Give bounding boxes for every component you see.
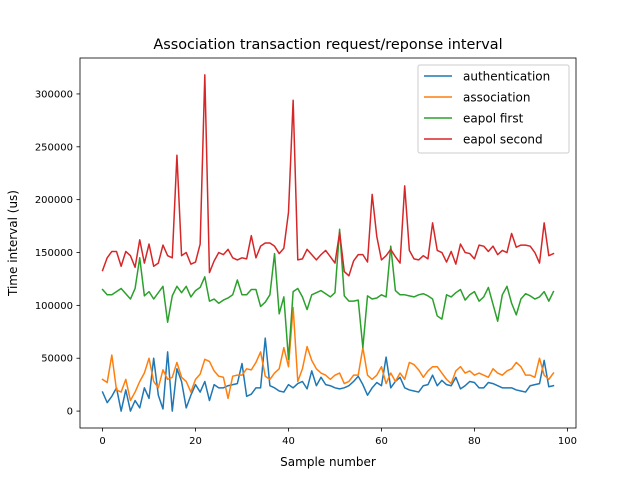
series-line-authentication	[101, 337, 555, 412]
legend-label: eapol first	[463, 112, 524, 126]
x-tick-label: 20	[189, 436, 202, 447]
x-tick-label: 60	[375, 436, 388, 447]
x-tick-label: 0	[99, 436, 105, 447]
y-tick-label: 150000	[35, 248, 73, 259]
series-line-eapol-first	[101, 228, 555, 361]
y-tick-label: 200000	[35, 195, 73, 206]
y-tick-label: 0	[67, 407, 73, 418]
x-axis-label: Sample number	[280, 455, 376, 469]
y-tick-label: 250000	[35, 142, 73, 153]
series-line-association	[101, 306, 555, 402]
y-axis-label: Time interval (us)	[6, 190, 20, 297]
series-layer	[101, 74, 555, 412]
y-axis-ticks: 0 50000 100000 150000 200000 250000 300000	[35, 89, 80, 418]
series-line-eapol-second	[101, 74, 555, 277]
y-tick-label: 100000	[35, 301, 73, 312]
legend-box	[417, 64, 570, 154]
x-tick-label: 100	[558, 436, 577, 447]
legend-label: eapol second	[463, 133, 543, 147]
plot-frame	[79, 57, 577, 429]
x-axis-ticks: 0 20 40 60 80 100	[99, 428, 577, 447]
y-tick-label: 300000	[35, 89, 73, 100]
legend-label: association	[463, 91, 530, 105]
legend-label: authentication	[463, 70, 550, 84]
x-tick-label: 40	[282, 436, 295, 447]
y-tick-label: 50000	[41, 354, 73, 365]
legend: authentication association eapol first eapo…	[417, 64, 570, 154]
x-tick-label: 80	[468, 436, 481, 447]
chart-title: Association transaction request/reponse …	[153, 37, 502, 53]
